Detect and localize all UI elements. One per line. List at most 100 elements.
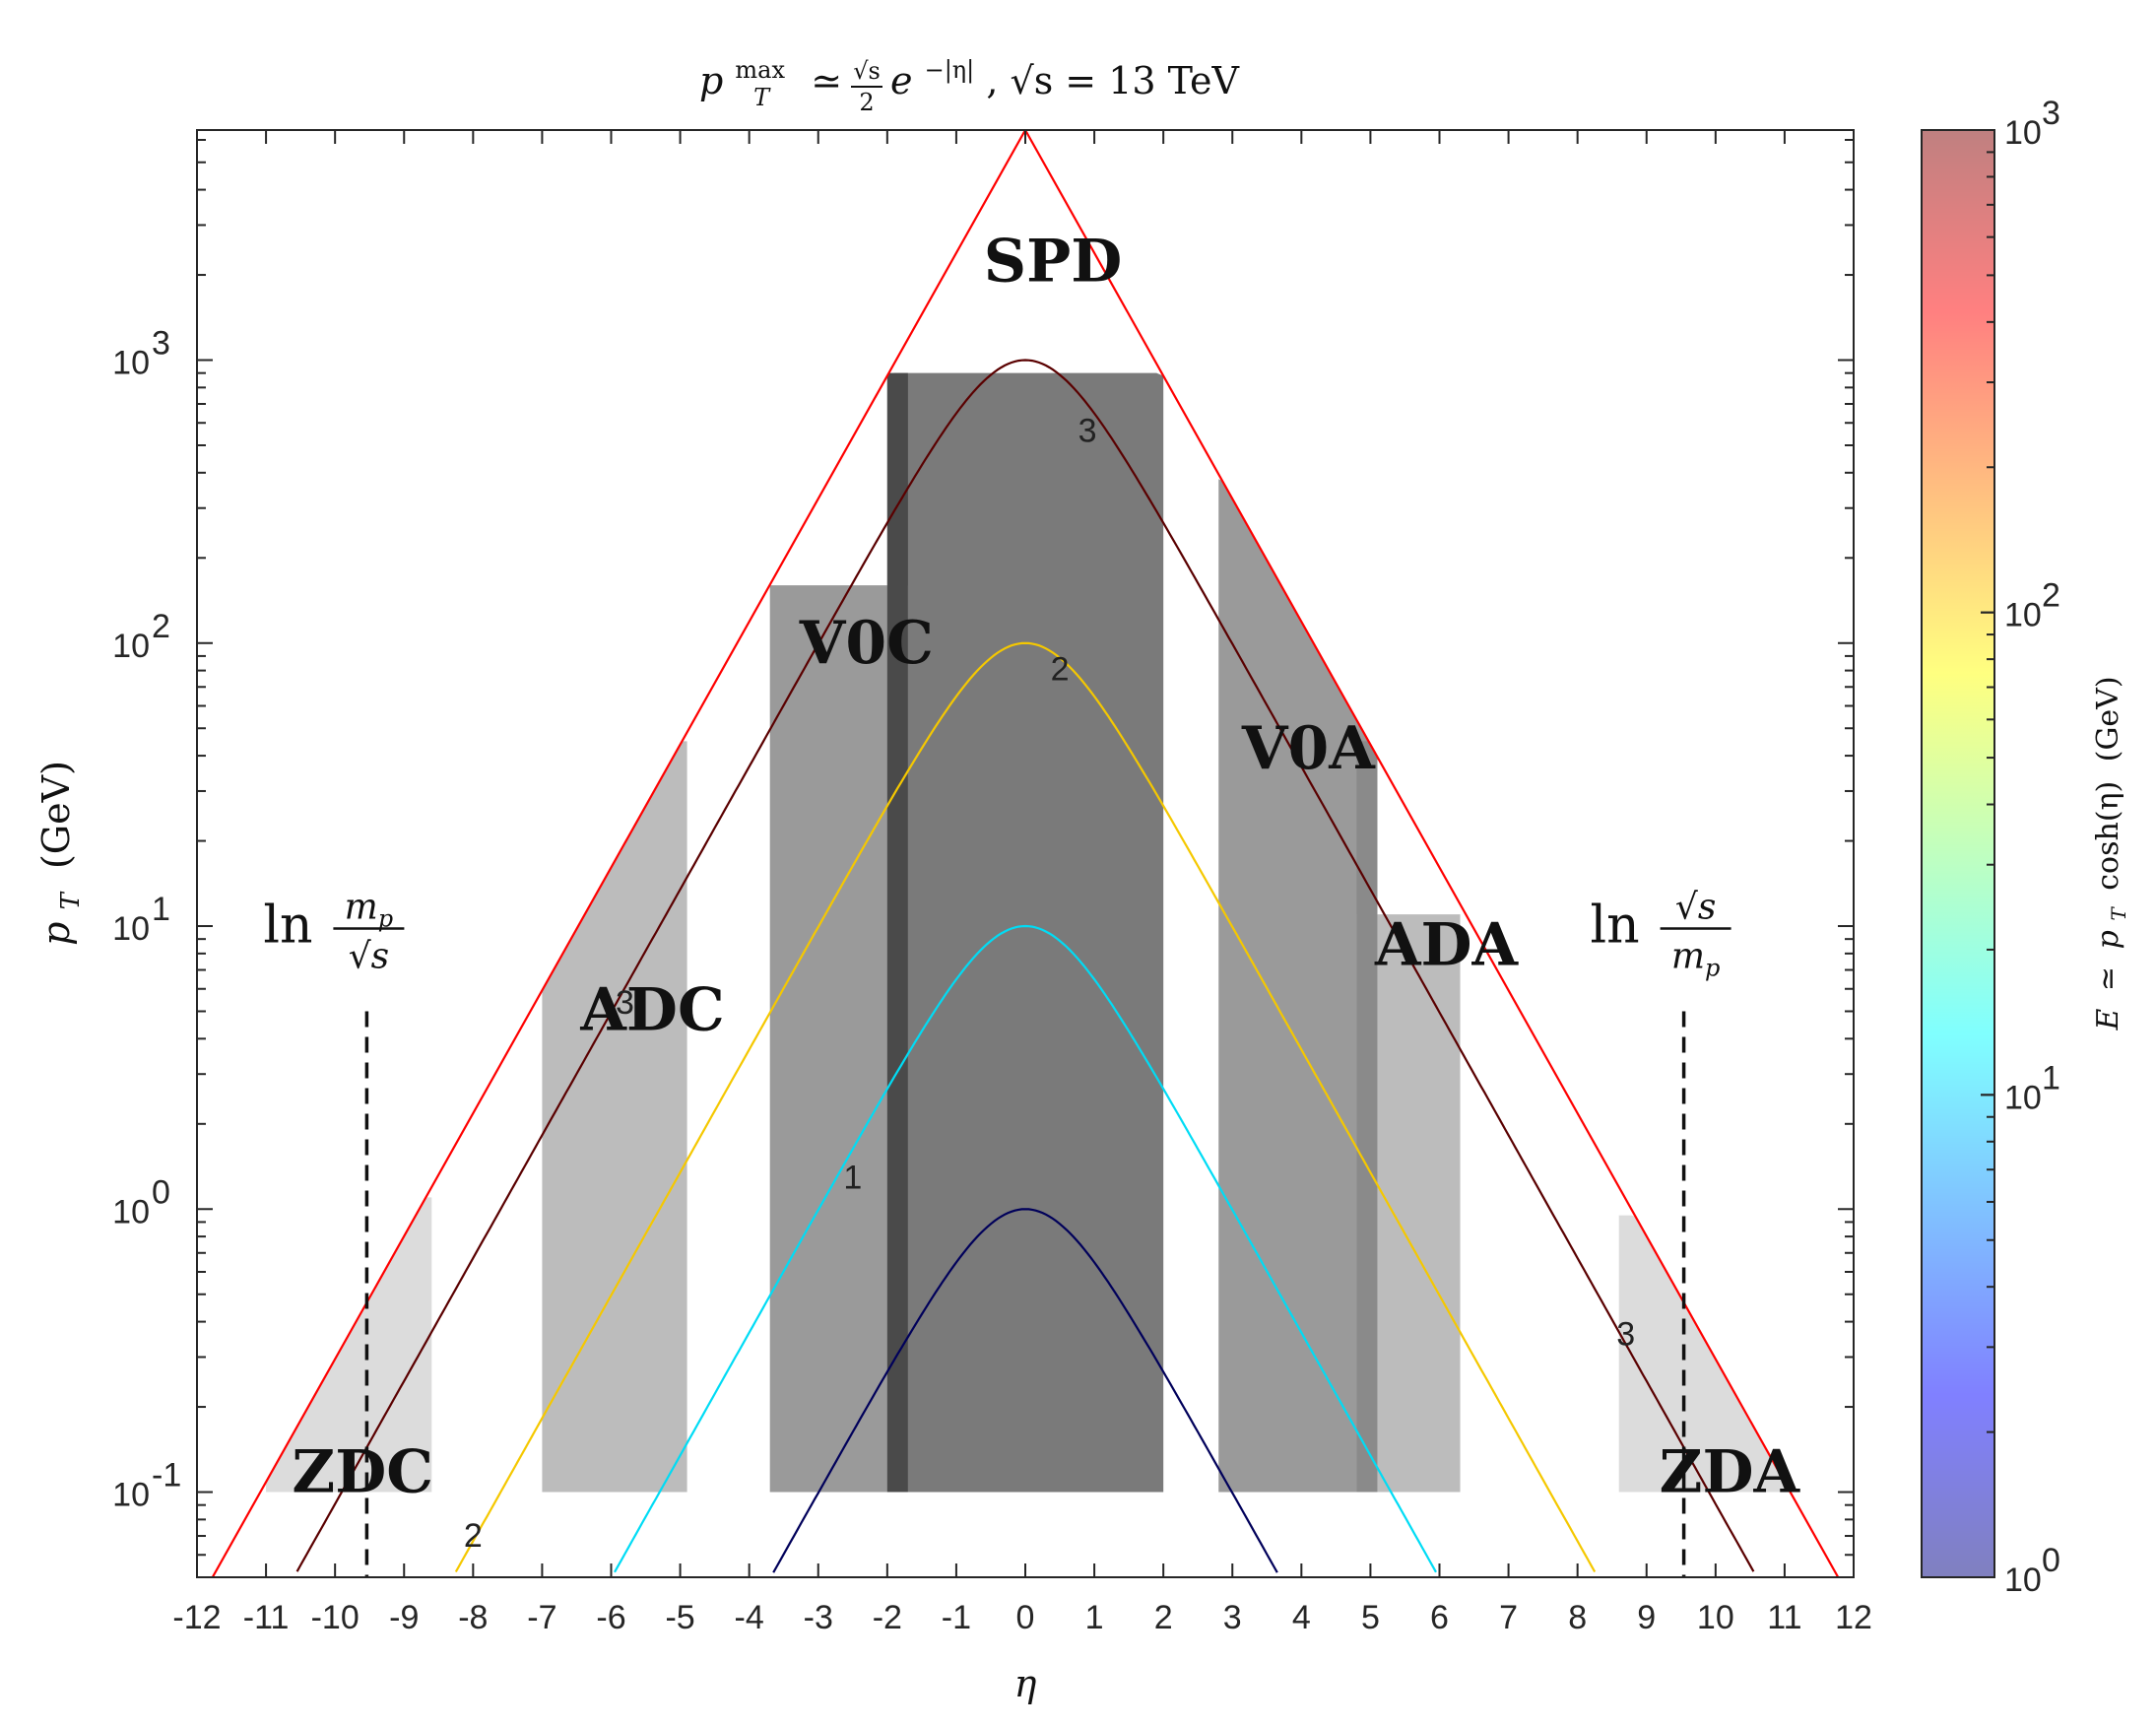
title-exp: −|η| — [925, 56, 975, 85]
detector-label-spd: SPD — [984, 227, 1122, 296]
contour-1 — [614, 924, 1437, 1573]
contour-label-5: 2 — [464, 1517, 483, 1555]
detector-regions — [266, 372, 1785, 1493]
colorbar-label-unit: (GeV) — [2091, 676, 2125, 762]
colorbar-tick-label: 10 — [2004, 1562, 2042, 1599]
y-axis-label-unit: (GeV) — [34, 761, 78, 869]
x-tick-label: -1 — [942, 1599, 971, 1636]
detector-label-adc: ADC — [579, 975, 724, 1044]
colorbar-label-fn: cosh(η) — [2091, 781, 2125, 891]
overlap-band-0 — [886, 372, 908, 1493]
title-e: e — [890, 59, 913, 102]
detector-label-v0a: V0A — [1241, 714, 1376, 783]
y-tick-label-exp: 2 — [152, 608, 170, 645]
detector-label-ada: ADA — [1374, 910, 1520, 979]
x-tick-label: -11 — [243, 1599, 290, 1636]
contour-label-2: 3 — [1078, 412, 1097, 449]
colorbar-fill — [1922, 130, 1994, 1577]
beam-label-num: mp — [345, 887, 394, 932]
y-axis-label-p: p — [34, 922, 78, 946]
title-frac-num: √s — [853, 57, 881, 85]
x-tick-label: 7 — [1499, 1599, 1518, 1636]
detector-adc — [542, 741, 687, 1493]
x-tick-label: 8 — [1568, 1599, 1587, 1636]
title-sub: T — [753, 84, 771, 111]
detector-ada — [1356, 914, 1461, 1493]
title-approx: ≃ — [811, 59, 842, 102]
y-axis-label-sub: T — [56, 891, 86, 909]
svg-text:e −|η| , √s = 13 T: e −|η| , √s = 13 TeV — [890, 43, 1240, 102]
svg-text:p T (GeV): p T (GeV) — [34, 761, 88, 946]
colorbar-tick-label-exp: 2 — [2042, 577, 2060, 615]
detector-v0c — [769, 585, 908, 1493]
y-tick-label-exp: 1 — [152, 891, 170, 928]
colorbar-label-sub: T — [2107, 906, 2130, 921]
x-tick-label: 4 — [1292, 1599, 1311, 1636]
colorbar-label: E ≃ p T cosh(η) (GeV) — [2091, 676, 2133, 1030]
y-tick-label: 10 — [112, 1477, 150, 1514]
contour-2 — [454, 641, 1597, 1573]
title-frac-den: 2 — [859, 89, 874, 116]
x-tick-label: 9 — [1637, 1599, 1656, 1636]
contour-label-4: 3 — [1616, 1316, 1635, 1354]
title-sup: max — [735, 56, 785, 84]
beam-label-ln: ln — [1591, 896, 1640, 955]
x-tick-label: -10 — [311, 1599, 359, 1636]
x-tick-label: 1 — [1085, 1599, 1104, 1636]
colorbar-tick-label-exp: 0 — [2042, 1542, 2060, 1579]
x-tick-label: 5 — [1361, 1599, 1380, 1636]
detector-zdc — [266, 1197, 432, 1493]
detector-spd — [886, 372, 1164, 1493]
x-tick-label: -12 — [172, 1599, 221, 1636]
x-tick-label: 0 — [1016, 1599, 1035, 1636]
x-tick-label: -5 — [665, 1599, 694, 1636]
colorbar-label-approx: ≃ — [2091, 966, 2125, 991]
detector-label-zdc: ZDC — [292, 1438, 433, 1507]
contour-label-1: 2 — [1051, 650, 1070, 688]
title-rest: , √s = 13 TeV — [986, 59, 1239, 102]
x-tick-label: 2 — [1154, 1599, 1173, 1636]
svg-text:p max T ≃: p max T ≃ — [699, 43, 842, 114]
colorbar-label-p: p — [2091, 930, 2125, 949]
colorbar-tick-label-exp: 3 — [2042, 95, 2060, 132]
x-tick-label: -8 — [458, 1599, 488, 1636]
chart-title: p max T ≃ √s 2 e −|η| , √s = 13 TeV — [699, 43, 1240, 116]
x-tick-label: -3 — [804, 1599, 833, 1636]
y-tick-label: 10 — [112, 910, 150, 948]
colorbar-label-e: E — [2091, 1009, 2125, 1031]
x-tick-label: -4 — [735, 1599, 764, 1636]
x-tick-label: 12 — [1835, 1599, 1872, 1636]
y-tick-label-exp: -1 — [152, 1457, 181, 1495]
x-tick-label: 10 — [1697, 1599, 1734, 1636]
beam-label-0: ln mp√s — [263, 887, 405, 976]
overlap-band-1 — [1356, 741, 1378, 1493]
x-axis-label: η — [1014, 1662, 1037, 1705]
detector-zda — [1618, 1215, 1785, 1493]
y-tick-label: 10 — [112, 1193, 150, 1230]
beam-label-num: √s — [1675, 887, 1716, 927]
y-tick-label: 10 — [112, 345, 150, 382]
x-tick-label: -7 — [527, 1599, 556, 1636]
x-axis-ticks: -12 -11 -10 -9 -8 -7 -6 -5 -4 -3 -2 -1 0 1 2 3 4 5 6 7 8 9 10 1… — [172, 130, 1872, 1636]
beam-label-den: mp — [1671, 936, 1721, 981]
svg-text:E ≃ p: E ≃ p T cosh(η) (GeV) — [2091, 676, 2133, 1030]
plot-area — [211, 130, 1840, 1577]
x-tick-label: 3 — [1223, 1599, 1242, 1636]
envelope-line — [211, 130, 1840, 1577]
contour-3 — [295, 359, 1755, 1572]
energy-contours — [295, 359, 1755, 1573]
kinematic-envelope — [211, 130, 1840, 1577]
colorbar-tick-label: 10 — [2004, 1079, 2042, 1116]
beam-label-den: √s — [349, 936, 389, 976]
y-tick-label: 10 — [112, 628, 150, 665]
title-p: p — [699, 59, 723, 102]
colorbar-tick-label: 10 — [2004, 597, 2042, 634]
detector-label-zda: ZDA — [1660, 1438, 1801, 1507]
x-tick-label: -9 — [389, 1599, 419, 1636]
colorbar-tick-label-exp: 1 — [2042, 1059, 2060, 1097]
beam-rapidity-lines — [364, 1011, 1686, 1577]
x-tick-label: -2 — [873, 1599, 902, 1636]
beam-label-ln: ln — [263, 896, 312, 955]
detector-v0a — [1218, 479, 1378, 1493]
